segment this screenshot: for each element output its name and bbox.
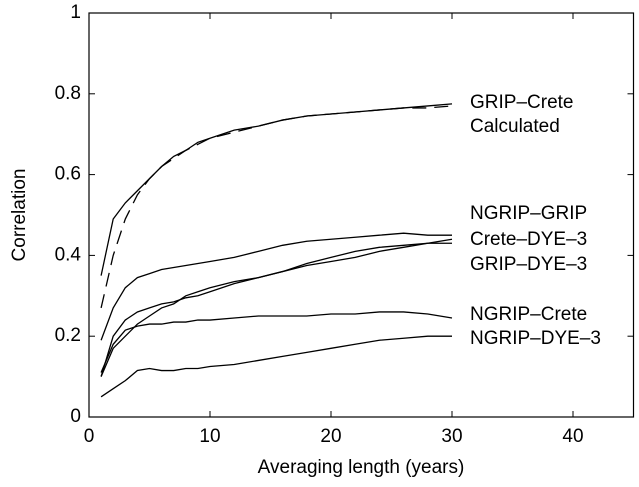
series-line: [100, 242, 452, 377]
y-axis-label: Correlation: [9, 169, 30, 262]
y-tick-label: 0.4: [55, 244, 82, 265]
series-line: [100, 232, 452, 341]
series-label: Crete–DYE–3: [470, 229, 587, 250]
axes-box: [88, 12, 635, 418]
series-line: [100, 311, 453, 373]
series-label: GRIP–DYE–3: [470, 254, 587, 275]
x-tick-label: 40: [562, 426, 583, 447]
y-tick-label: 1: [70, 2, 81, 23]
x-tick-label: 10: [199, 426, 220, 447]
y-tick-label: 0.8: [55, 83, 81, 104]
series-label: NGRIP–Crete: [470, 304, 587, 325]
y-tick-label: 0.2: [55, 325, 81, 346]
x-tick-label: 30: [441, 426, 462, 447]
series-label: NGRIP–GRIP: [470, 203, 587, 224]
y-tick-label: 0: [70, 406, 81, 427]
x-axis-label: Averaging length (years): [258, 457, 465, 478]
series-line: [100, 335, 452, 398]
x-tick-label: 0: [84, 426, 95, 447]
series-line: [100, 103, 453, 276]
x-tick-label: 20: [320, 426, 341, 447]
series-label: Calculated: [470, 116, 560, 137]
y-tick-label: 0.6: [55, 164, 81, 185]
series-label: GRIP–Crete: [470, 92, 573, 113]
series-label: NGRIP–DYE–3: [470, 328, 601, 349]
series-line: [100, 105, 453, 309]
series-line: [100, 238, 453, 377]
